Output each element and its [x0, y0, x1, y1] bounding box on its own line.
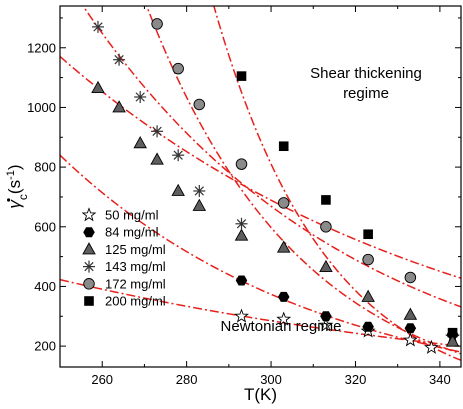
legend-marker-125-mg-ml: [82, 242, 96, 255]
point-125-mg-ml-10: [403, 307, 418, 320]
x-tick-label: 280: [176, 372, 198, 387]
y-axis-label: γc(s-1): [5, 164, 30, 208]
point-84-mg-ml-3: [362, 321, 374, 332]
annotation-shear: Shear thickening regime: [310, 65, 422, 102]
point-125-mg-ml-1: [112, 100, 126, 113]
y-tick-label: 600: [34, 219, 56, 234]
point-125-mg-ml-9: [361, 289, 375, 302]
point-125-mg-ml-2: [133, 136, 147, 149]
axes: 260 280 300 320 340 200 400 600 800 1000 1200 T(K) γ…: [5, 5, 462, 404]
point-125-mg-ml-8: [319, 259, 333, 273]
x-tick-label: 320: [345, 372, 367, 387]
point-125-mg-ml-0: [91, 80, 105, 93]
y-tick-label: 200: [34, 339, 56, 354]
legend-label: 172 mg/ml: [105, 276, 166, 291]
point-200-mg-ml-1: [278, 141, 289, 152]
point-143-mg-ml-6: [235, 217, 248, 230]
legend: 50 mg/ml 84 mg/ml 125 mg/ml 143 mg/ml 172 mg…: [81, 207, 166, 309]
point-200-mg-ml-4: [447, 327, 458, 338]
point-50-mg-ml-0: [234, 308, 249, 323]
fit-curve-125-mg-ml: [60, 55, 461, 279]
point-50-mg-ml-5: [424, 339, 439, 354]
fit-curve-200-mg-ml: [213, 6, 461, 361]
legend-item-200-mg-ml: 200 mg/ml: [84, 294, 166, 309]
fit-curve-143-mg-ml: [82, 6, 461, 308]
x-tick-label: 260: [91, 372, 113, 387]
point-143-mg-ml-4: [172, 149, 185, 162]
point-172-mg-ml-1: [172, 62, 184, 75]
plot-frame: [59, 5, 462, 368]
point-125-mg-ml-6: [234, 228, 249, 241]
legend-marker-50-mg-ml: [81, 207, 97, 222]
legend-marker-172-mg-ml: [83, 278, 95, 290]
point-143-mg-ml-1: [113, 53, 126, 66]
y-tick-label: 800: [34, 160, 56, 175]
point-200-mg-ml-2: [321, 195, 331, 205]
point-172-mg-ml-7: [404, 271, 417, 284]
point-50-mg-ml-4: [402, 332, 418, 347]
fit-curves: [60, 6, 461, 361]
point-200-mg-ml-0: [236, 71, 247, 81]
legend-item-50-mg-ml: 50 mg/ml: [81, 207, 159, 223]
legend-marker-84-mg-ml: [83, 227, 95, 238]
legend-item-172-mg-ml: 172 mg/ml: [83, 276, 166, 291]
point-143-mg-ml-3: [151, 125, 164, 138]
legend-label: 84 mg/ml: [105, 225, 159, 240]
fit-curve-50-mg-ml: [60, 278, 461, 347]
legend-label: 125 mg/ml: [105, 242, 166, 257]
point-172-mg-ml-2: [193, 98, 206, 111]
point-125-mg-ml-11: [445, 334, 460, 347]
legend-item-84-mg-ml: 84 mg/ml: [83, 225, 159, 240]
annotations: Shear thickening regime Newtonian regime: [221, 65, 422, 335]
x-axis-label: T(K): [244, 385, 277, 404]
legend-marker-200-mg-ml: [84, 296, 94, 306]
point-143-mg-ml-2: [134, 90, 147, 103]
point-172-mg-ml-5: [320, 221, 332, 233]
point-84-mg-ml-1: [277, 291, 290, 302]
point-84-mg-ml-0: [235, 275, 248, 286]
point-172-mg-ml-6: [362, 253, 374, 266]
fit-curve-84-mg-ml: [60, 154, 461, 353]
point-125-mg-ml-3: [150, 152, 164, 165]
point-50-mg-ml-2: [318, 317, 334, 332]
y-tick-label: 400: [34, 279, 56, 294]
point-172-mg-ml-0: [151, 18, 163, 30]
point-84-mg-ml-2: [320, 311, 332, 322]
y-label-dot: [7, 198, 11, 202]
point-125-mg-ml-7: [276, 240, 291, 253]
point-200-mg-ml-3: [363, 229, 373, 240]
y-tick-label: 1200: [27, 40, 56, 55]
point-125-mg-ml-4: [171, 183, 185, 196]
point-84-mg-ml-4: [404, 323, 417, 334]
point-172-mg-ml-4: [277, 197, 290, 209]
annotation-newtonian: Newtonian regime: [221, 318, 342, 335]
legend-label: 143 mg/ml: [105, 259, 166, 274]
data-points: [91, 18, 460, 354]
point-143-mg-ml-0: [91, 20, 104, 33]
y-tick-label: 1000: [27, 100, 56, 115]
point-172-mg-ml-3: [235, 158, 248, 170]
x-tick-label: 300: [260, 372, 282, 387]
legend-item-125-mg-ml: 125 mg/ml: [82, 242, 166, 257]
point-143-mg-ml-5: [193, 184, 206, 197]
legend-marker-143-mg-ml: [83, 260, 95, 273]
legend-item-143-mg-ml: 143 mg/ml: [83, 259, 166, 274]
legend-label: 200 mg/ml: [105, 294, 166, 309]
point-50-mg-ml-1: [276, 311, 292, 326]
legend-label: 50 mg/ml: [105, 208, 159, 223]
point-125-mg-ml-5: [192, 198, 207, 211]
x-tick-label: 340: [429, 372, 451, 387]
